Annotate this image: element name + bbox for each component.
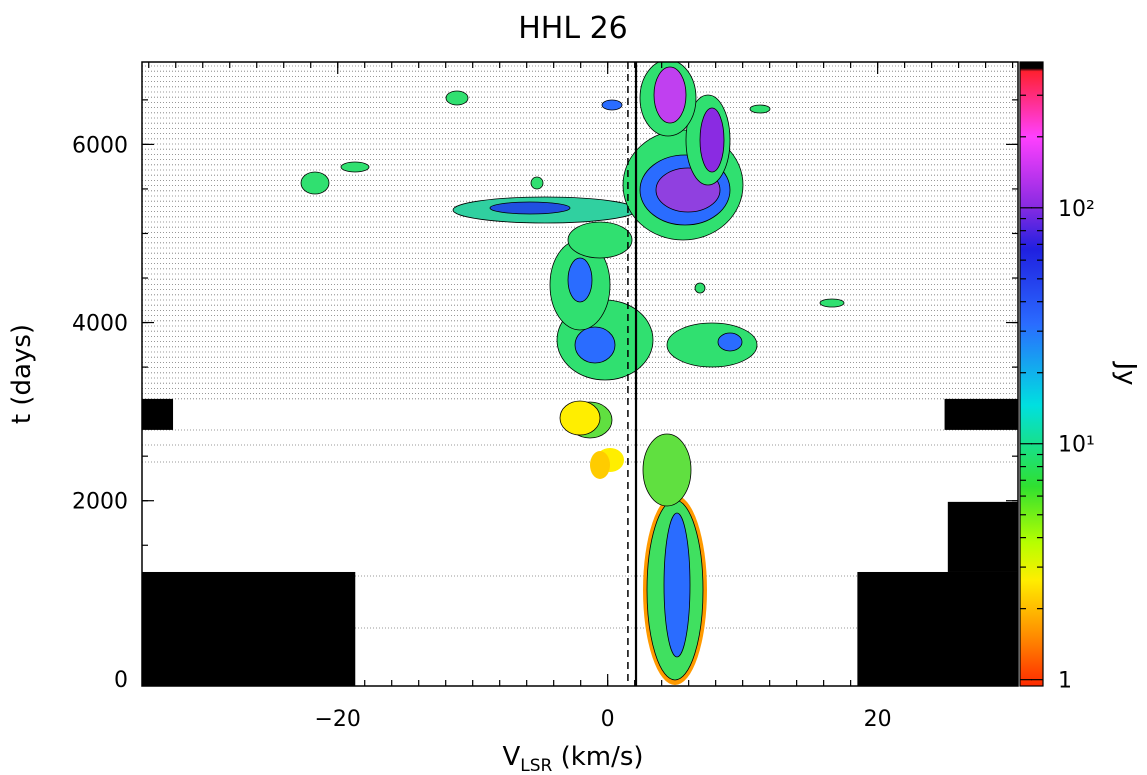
x-label-rest: (km/s)	[552, 742, 643, 772]
x-tick-label: 20	[864, 707, 892, 732]
x-label-sub: LSR	[520, 756, 552, 775]
plot-frame	[141, 61, 1019, 687]
masked-region	[142, 398, 174, 430]
y-tick-label: 6000	[72, 133, 128, 158]
masked-regions	[142, 398, 1018, 686]
colorbar-tick-label: 1	[1058, 669, 1072, 694]
chart-title: HHL 26	[518, 11, 628, 46]
masked-region	[857, 571, 1018, 686]
y-tick-label: 0	[114, 668, 128, 693]
colorbar-tick-label: 10¹	[1058, 433, 1095, 458]
y-axis-label: t (days)	[7, 324, 37, 424]
x-tick-label: 0	[601, 707, 615, 732]
masked-region	[142, 571, 356, 686]
emission	[300, 62, 845, 685]
y-tick-label: 2000	[72, 490, 128, 515]
y-tick-label: 4000	[72, 312, 128, 337]
colorbar-tick-label: 10²	[1058, 197, 1095, 222]
reference-lines	[627, 62, 638, 686]
colorbar-label: Jy	[1111, 360, 1141, 385]
colorbar	[1019, 61, 1044, 687]
x-axis-label: VLSR (km/s)	[502, 742, 643, 775]
masked-region	[947, 501, 1018, 572]
x-tick-label: −20	[314, 707, 360, 732]
masked-region	[944, 398, 1018, 430]
x-label-main: V	[502, 742, 520, 772]
